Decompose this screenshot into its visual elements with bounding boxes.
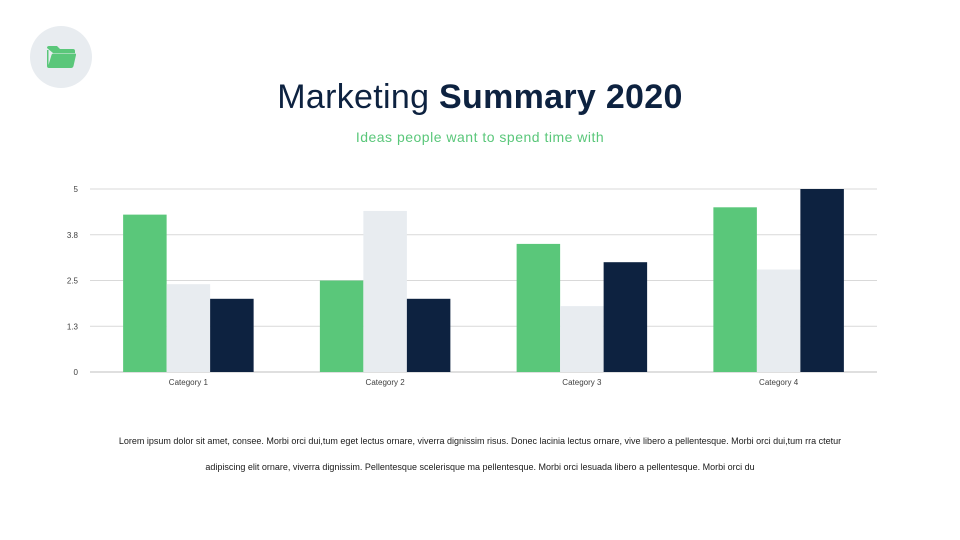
folder-icon	[47, 46, 77, 68]
bar	[800, 189, 844, 372]
y-tick-label: 0	[74, 368, 79, 377]
bar	[210, 298, 254, 372]
bar	[560, 306, 604, 372]
title-bold: Summary 2020	[439, 78, 683, 116]
bar	[319, 280, 364, 372]
bar	[516, 243, 561, 372]
title-light: Marketing	[277, 78, 430, 116]
page-subtitle: Ideas people want to spend time with	[355, 129, 605, 145]
y-tick-label: 2.5	[67, 277, 79, 286]
folder-badge	[30, 26, 92, 88]
y-tick-label: 5	[74, 185, 79, 194]
x-tick-label: Category 3	[562, 378, 602, 387]
bar	[123, 214, 167, 372]
bar	[713, 207, 757, 372]
x-tick-label: Category 4	[759, 378, 799, 387]
page-title: Marketing Summary 2020	[0, 78, 960, 117]
y-tick-label: 3.8	[67, 231, 79, 240]
bar	[406, 298, 451, 372]
body-text-line-1: Lorem ipsum dolor sit amet, consee. Morb…	[118, 436, 842, 446]
x-tick-label: Category 2	[366, 378, 406, 387]
bar-chart: 0 1.3 2.5 3.8 5 Category 1 Category 2 Category …	[67, 185, 877, 387]
bar	[166, 284, 211, 372]
bar	[603, 262, 648, 372]
x-tick-label: Category 1	[169, 378, 209, 387]
bar	[756, 269, 801, 372]
y-tick-label: 1.3	[67, 322, 79, 331]
body-text-line-2: adipiscing elit ornare, viverra dignissi…	[205, 462, 755, 472]
bar	[363, 210, 407, 372]
